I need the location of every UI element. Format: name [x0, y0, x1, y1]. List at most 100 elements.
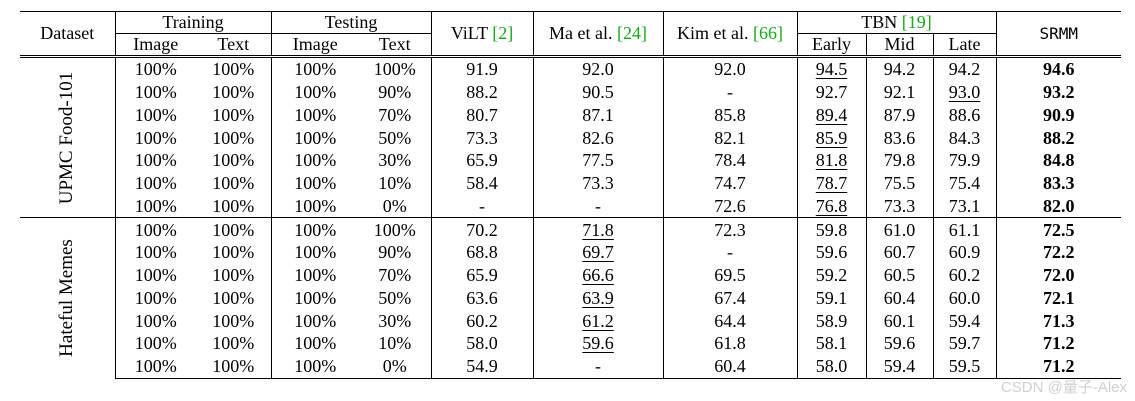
cell-value: 100%: [294, 82, 337, 103]
cell-tbn-late: 93.0: [933, 80, 997, 104]
cell-ma: 66.6: [533, 263, 664, 287]
cell-value: 100%: [294, 242, 337, 263]
cell-srmm: 71.3: [996, 309, 1121, 332]
dataset-group-label: Hateful Memes: [56, 239, 78, 357]
cell-ma: 82.6: [533, 126, 664, 149]
cell-kim: 69.5: [663, 263, 798, 287]
cell-tbn-early: 78.7: [797, 171, 867, 195]
cell-value: 59.4: [883, 356, 916, 377]
cell-value: 60.1: [883, 310, 916, 331]
cell-train-text: 100%: [196, 309, 272, 332]
cell-value: 60.0: [948, 287, 981, 308]
cell-value: 94.5: [815, 59, 848, 80]
cell-train-image: 100%: [115, 149, 196, 172]
cell-value: 84.8: [1043, 150, 1075, 171]
cell-value: 100%: [134, 219, 177, 240]
cell-tbn-late: 79.9: [933, 149, 997, 172]
cell-test-text: 100%: [359, 217, 432, 241]
cell-value: 90.9: [1043, 104, 1075, 125]
cell-value: 61.2: [582, 310, 614, 331]
cell-value: 63.9: [582, 287, 614, 308]
cell-kim: 74.7: [663, 171, 798, 195]
table-row: Hateful Memes 100% 100% 100% 100% 70.2 71.8 72.…: [20, 217, 1122, 378]
citation-vilt: [2]: [492, 23, 514, 43]
cell-value: 88.2: [466, 82, 498, 103]
cell-value: 83.6: [883, 127, 916, 148]
cell-vilt: 65.9: [431, 149, 534, 172]
cell-test-text: 0%: [359, 194, 432, 218]
cell-value: 93.0: [948, 82, 981, 103]
cell-ma: 90.5: [533, 80, 664, 104]
cell-kim: 72.3: [663, 217, 798, 241]
cell-tbn-early: 58.0: [797, 354, 867, 379]
cell-value: 59.6: [883, 333, 916, 354]
cell-kim: 64.4: [663, 309, 798, 332]
cell-srmm: 72.5: [996, 217, 1122, 241]
cell-kim: 78.4: [663, 149, 798, 172]
cell-vilt: 91.9: [431, 54, 534, 81]
cell-value: 81.8: [815, 150, 848, 171]
cell-value: 50%: [378, 127, 412, 148]
cell-ma: 77.5: [533, 149, 664, 172]
cell-value: 59.4: [948, 310, 981, 331]
cell-ma: 69.7: [533, 241, 664, 264]
cell-value: 63.6: [466, 287, 498, 308]
cell-value: 54.9: [466, 356, 498, 377]
header-training: Training: [115, 11, 272, 34]
cell-value: 58.1: [815, 333, 848, 354]
results-table: Dataset Training Testing ViLT [2] Ma et …: [20, 11, 1122, 379]
cell-tbn-early: 59.1: [797, 286, 867, 310]
cell-value: 74.7: [714, 173, 746, 194]
cell-tbn-late: 60.2: [933, 263, 997, 287]
cell-srmm: 83.3: [996, 172, 1121, 195]
cell-value: 87.9: [883, 104, 916, 125]
cell-value: 100%: [212, 356, 255, 377]
cell-value: 75.4: [948, 173, 981, 194]
cell-train-image: 100%: [115, 241, 196, 264]
cell-test-text: 70%: [359, 103, 432, 127]
cell-tbn-late: 59.4: [933, 309, 997, 332]
cell-ma: 87.1: [533, 103, 664, 127]
cell-value: 100%: [294, 310, 337, 331]
header-tbn-early: Early: [797, 33, 867, 57]
dataset-group-label: UPMC Food-101: [56, 71, 78, 204]
cell-test-image: 100%: [271, 241, 359, 264]
cell-value: 70%: [378, 104, 412, 125]
cell-value: 59.1: [815, 287, 848, 308]
cell-value: 100%: [134, 127, 177, 148]
cell-value: 65.9: [466, 150, 498, 171]
cell-tbn-mid: 60.5: [866, 263, 934, 287]
cell-vilt: 80.7: [431, 103, 534, 127]
cell-value: 72.5: [1043, 219, 1075, 240]
cell-value: 92.0: [714, 59, 746, 80]
cell-test-text: 10%: [359, 332, 432, 355]
cell-vilt: 54.9: [431, 354, 534, 379]
header-testing: Testing: [271, 11, 432, 34]
cell-value: 100%: [373, 59, 416, 80]
cell-value: -: [727, 82, 734, 103]
cell-test-text: 50%: [359, 126, 432, 149]
cell-value: 59.6: [815, 242, 848, 263]
cell-tbn-early: 94.5: [797, 54, 867, 81]
cell-tbn-late: 60.0: [933, 286, 997, 310]
cell-value: 71.3: [1043, 310, 1075, 331]
citation-tbn: [19]: [901, 12, 932, 32]
cell-value: 10%: [378, 173, 412, 194]
cell-train-text: 100%: [196, 332, 272, 355]
cell-value: 100%: [134, 173, 177, 194]
cell-train-image: 100%: [115, 309, 196, 332]
table-body: UPMC Food-101 100% 100% 100% 100% 91.9 92.0 92.…: [20, 54, 1122, 379]
cell-vilt: 68.8: [431, 241, 534, 264]
cell-value: 100%: [294, 287, 337, 308]
cell-test-image: 100%: [271, 54, 360, 81]
cell-tbn-mid: 61.0: [866, 217, 934, 241]
cell-value: 100%: [212, 127, 255, 148]
watermark: CSDN @量子-Alex: [1000, 379, 1127, 396]
cell-kim: 92.0: [663, 54, 798, 81]
cell-value: 60.7: [883, 242, 916, 263]
cell-value: 76.8: [815, 195, 848, 216]
cell-train-text: 100%: [196, 126, 272, 149]
header-vilt: ViLT [2]: [431, 11, 534, 57]
cell-vilt: 58.0: [431, 332, 534, 355]
table-row: 100% 100% 100% 0% 54.9 - 60.4 58.0 59.4 59.5 71.2: [20, 354, 1122, 379]
